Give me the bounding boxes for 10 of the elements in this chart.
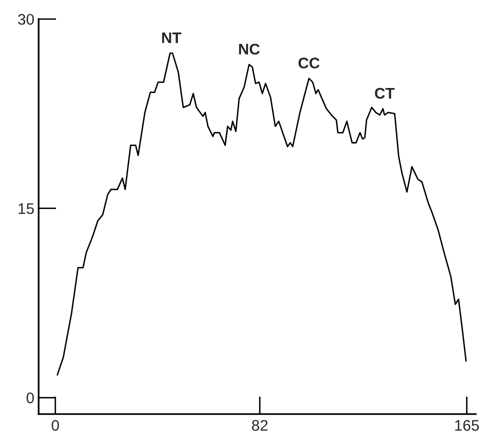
annotation: CC <box>298 58 320 68</box>
y-tick-label: 15 <box>18 203 34 214</box>
y-tick-label: 0 <box>26 392 34 404</box>
annotation: CT <box>374 88 395 99</box>
annotation: NT <box>162 32 182 44</box>
x-tick-label: 165 <box>455 420 479 431</box>
x-tick-label: 0 <box>52 420 59 431</box>
x-tick-label: 82 <box>252 420 268 431</box>
y-tick-label: 30 <box>18 14 34 25</box>
annotation: NC <box>239 44 260 55</box>
